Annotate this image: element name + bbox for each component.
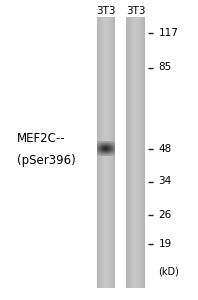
- Bar: [110, 16, 111, 288]
- Bar: [144, 16, 145, 288]
- Text: (kD): (kD): [158, 266, 179, 277]
- Bar: [126, 16, 127, 288]
- Text: 85: 85: [158, 62, 172, 73]
- Bar: [143, 16, 144, 288]
- Text: 48: 48: [158, 143, 172, 154]
- Bar: [140, 16, 141, 288]
- Text: 19: 19: [158, 239, 172, 250]
- Bar: [101, 16, 102, 288]
- Bar: [99, 16, 100, 288]
- Text: 3T3: 3T3: [96, 6, 116, 16]
- Bar: [106, 16, 107, 288]
- Bar: [138, 16, 139, 288]
- Bar: [109, 16, 110, 288]
- Bar: [103, 16, 104, 288]
- Bar: [131, 16, 132, 288]
- Bar: [97, 16, 98, 288]
- Text: MEF2C--: MEF2C--: [17, 131, 66, 145]
- Bar: [132, 16, 133, 288]
- Bar: [128, 16, 129, 288]
- Bar: [98, 16, 99, 288]
- Bar: [130, 16, 131, 288]
- Bar: [114, 16, 115, 288]
- Bar: [139, 16, 140, 288]
- Bar: [104, 16, 105, 288]
- Bar: [136, 16, 137, 288]
- Text: (pSer396): (pSer396): [17, 154, 76, 167]
- Text: 34: 34: [158, 176, 172, 187]
- Bar: [134, 16, 135, 288]
- Bar: [113, 16, 114, 288]
- Bar: [112, 16, 113, 288]
- Bar: [142, 16, 143, 288]
- Bar: [105, 16, 106, 288]
- Bar: [141, 16, 142, 288]
- Text: 117: 117: [158, 28, 178, 38]
- Bar: [108, 16, 109, 288]
- Text: 3T3: 3T3: [126, 6, 145, 16]
- Text: 26: 26: [158, 209, 172, 220]
- Bar: [102, 16, 103, 288]
- Bar: [127, 16, 128, 288]
- Bar: [111, 16, 112, 288]
- Bar: [137, 16, 138, 288]
- Bar: [107, 16, 108, 288]
- Bar: [135, 16, 136, 288]
- Bar: [129, 16, 130, 288]
- Bar: [100, 16, 101, 288]
- Bar: [133, 16, 134, 288]
